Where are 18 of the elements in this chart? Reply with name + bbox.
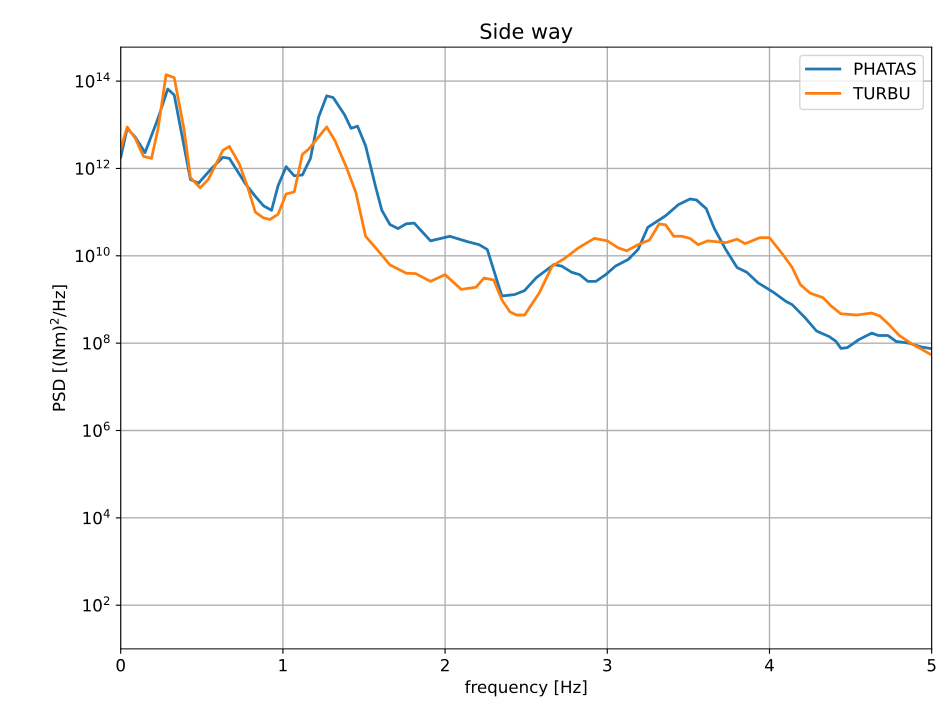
y-tick-label: 10$^{10}$ (76, 246, 110, 262)
y-tick-label: 10$^{2}$ (83, 596, 110, 612)
x-axis-title: frequency [Hz] (464, 680, 586, 696)
chart-title: Side way (480, 22, 572, 44)
x-tick-label: 0 (116, 658, 125, 672)
y-tick-label: 10$^{6}$ (83, 422, 110, 437)
x-tick-label: 1 (279, 659, 287, 672)
x-tick-label: 5 (928, 659, 936, 672)
x-tick-label: 3 (603, 658, 612, 672)
y-tick-label: 10$^{8}$ (83, 334, 110, 350)
y-tick-label: 10$^{4}$ (83, 509, 110, 524)
legend-label: TURBU (853, 87, 910, 100)
x-tick-label: 2 (441, 658, 449, 672)
legend-label: PHATAS (854, 62, 916, 76)
y-tick-label: 10$^{12}$ (76, 160, 110, 175)
y-tick-label: 10$^{14}$ (76, 72, 110, 88)
x-tick-label: 4 (765, 659, 774, 672)
y-axis-title: PSD [(Nm)$^{2}$/Hz] (50, 285, 68, 410)
